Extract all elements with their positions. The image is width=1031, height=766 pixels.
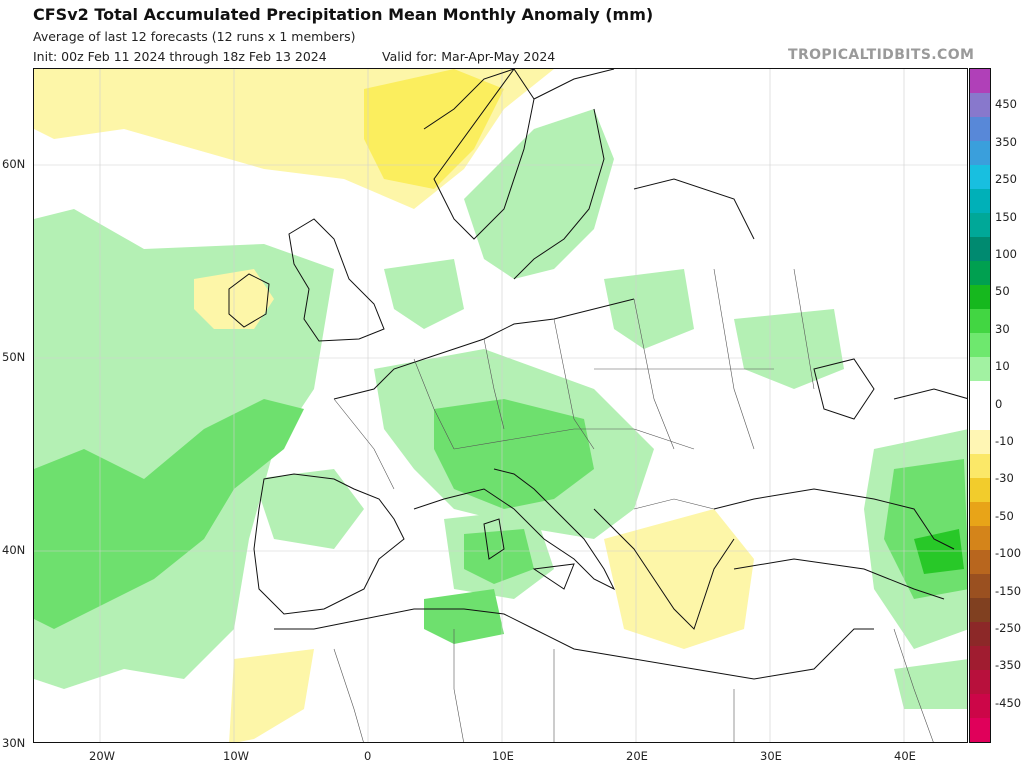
colorbar-label: 350 — [995, 134, 1017, 149]
colorbar-label: 10 — [995, 359, 1010, 374]
colorbar-swatch — [970, 237, 990, 262]
colorbar-swatch — [970, 333, 990, 358]
colorbar-swatch — [970, 213, 990, 238]
colorbar-label: -150 — [995, 583, 1022, 598]
colorbar-label: -10 — [995, 434, 1014, 448]
colorbar-label: 100 — [995, 247, 1017, 261]
lat-label: 30N — [2, 736, 26, 750]
lat-label: 50N — [2, 350, 26, 364]
colorbar-label: -50 — [995, 508, 1014, 523]
colorbar-label: -30 — [995, 471, 1014, 486]
colorbar-swatch — [970, 141, 990, 166]
lon-label: 10E — [492, 749, 514, 763]
colorbar-swatch — [970, 477, 990, 503]
colorbar-swatch — [970, 501, 990, 527]
colorbar-swatch — [970, 669, 990, 695]
colorbar-swatch — [970, 573, 990, 599]
lat-label: 60N — [2, 157, 26, 171]
colorbar-label: 250 — [995, 172, 1017, 187]
norway-dry-core — [364, 69, 504, 189]
chart-title: CFSv2 Total Accumulated Precipitation Me… — [33, 5, 654, 24]
colorbar-swatch — [970, 693, 990, 719]
colorbar-label: -450 — [995, 695, 1022, 710]
atlantic-wet-core — [34, 399, 304, 629]
alps-wet-core — [434, 399, 594, 509]
iberia-wet — [254, 469, 364, 549]
colorbar-swatch — [970, 93, 990, 118]
lon-label: 0 — [364, 749, 372, 763]
map-canvas — [34, 69, 967, 742]
colorbar-swatch — [970, 453, 990, 479]
init-time: Init: 00z Feb 11 2024 through 18z Feb 13… — [33, 49, 327, 64]
colorbar-label: -350 — [995, 658, 1022, 673]
colorbar-swatch — [970, 549, 990, 575]
north-africa-dry — [229, 649, 314, 742]
colorbar-label: 450 — [995, 97, 1017, 112]
colorbar-label: -250 — [995, 621, 1022, 635]
lon-label: 30E — [760, 749, 782, 763]
colorbar-swatch — [970, 189, 990, 214]
colorbar — [969, 68, 991, 743]
colorbar-swatch — [970, 597, 990, 623]
chart-subtitle: Average of last 12 forecasts (12 runs x … — [33, 29, 356, 44]
colorbar-swatch — [970, 621, 990, 647]
colorbar-swatch — [970, 165, 990, 190]
colorbar-swatch — [970, 525, 990, 551]
colorbar-swatch — [970, 285, 990, 310]
caucasus-strong — [914, 529, 964, 574]
site-watermark[interactable]: TROPICALTIDBITS.COM — [788, 47, 975, 63]
lat-label: 40N — [2, 543, 26, 557]
algeria-wet — [424, 589, 504, 644]
colorbar-label: 150 — [995, 209, 1017, 224]
colorbar-swatch — [970, 117, 990, 142]
colorbar-swatch — [970, 645, 990, 671]
coastlines — [228, 69, 967, 680]
precip-anomaly-map — [33, 68, 968, 743]
colorbar-swatch — [970, 261, 990, 286]
colorbar-swatch — [970, 381, 990, 406]
colorbar-label: 0 — [995, 396, 1003, 411]
colorbar-label: 30 — [995, 321, 1010, 336]
colorbar-label: -100 — [995, 546, 1022, 561]
valid-period: Valid for: Mar-Apr-May 2024 — [382, 49, 556, 64]
colorbar-swatch — [970, 309, 990, 334]
tyrrhenian-core — [464, 529, 534, 584]
colorbar-label: 50 — [995, 284, 1010, 299]
britain-wet — [384, 259, 464, 329]
greece-dry — [604, 509, 754, 649]
lon-label: 40E — [894, 749, 916, 763]
colorbar-swatch — [970, 717, 990, 743]
scandinavia-wet — [464, 109, 614, 279]
colorbar-swatch — [970, 429, 990, 455]
levant-wet — [894, 659, 967, 709]
lon-label: 20E — [626, 749, 648, 763]
colorbar-swatch — [970, 357, 990, 382]
colorbar-swatch — [970, 405, 990, 431]
baltic-wet — [604, 269, 694, 349]
country-borders — [333, 268, 934, 742]
lon-label: 10W — [223, 749, 250, 763]
lon-label: 20W — [89, 749, 116, 763]
colorbar-swatch — [970, 69, 990, 94]
